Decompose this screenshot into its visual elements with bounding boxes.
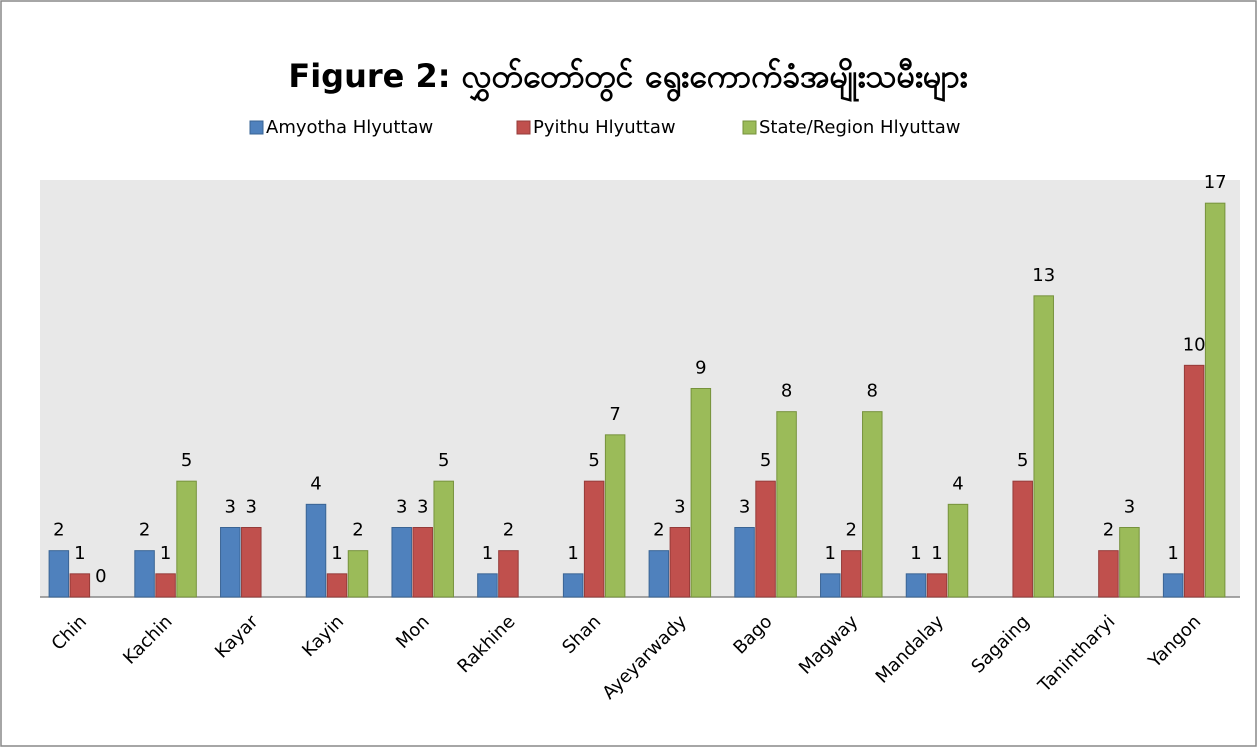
bar [734, 527, 755, 598]
bar [391, 527, 412, 598]
bar [1119, 527, 1140, 598]
bar [648, 550, 670, 598]
data-label: 4 [310, 473, 321, 494]
bar [1098, 550, 1119, 598]
bar [48, 550, 70, 598]
legend-swatch [516, 120, 531, 135]
bar [947, 503, 969, 598]
bar [1204, 202, 1226, 598]
bar [305, 503, 327, 598]
data-label: 5 [181, 450, 192, 471]
data-label: 3 [246, 497, 257, 518]
data-label: 0 [95, 566, 106, 587]
bar [241, 527, 262, 598]
data-label: 3 [1124, 497, 1135, 518]
data-label: 2 [1103, 520, 1114, 541]
bar [347, 550, 369, 598]
data-label: 5 [760, 450, 771, 471]
bar [412, 527, 433, 598]
legend-label: State/Region Hlyuttaw [759, 117, 961, 138]
data-label: 3 [674, 497, 685, 518]
bar [862, 411, 883, 598]
data-label: 1 [910, 543, 921, 564]
data-label: 1 [567, 543, 578, 564]
chart-title: Figure 2: လွှတ်တော်တွင် ရွေးကောက်ခံအမျို… [288, 57, 967, 102]
data-label: 10 [1183, 334, 1206, 355]
data-label: 5 [1017, 450, 1028, 471]
bar [1012, 480, 1033, 598]
data-label: 1 [482, 543, 493, 564]
data-label: 13 [1032, 265, 1055, 286]
bar [498, 550, 519, 598]
bar [604, 434, 626, 598]
data-label: 2 [503, 520, 514, 541]
data-label: 17 [1204, 172, 1227, 193]
bar [690, 388, 712, 598]
bar [220, 527, 241, 598]
bar [326, 573, 348, 598]
data-label: 2 [846, 520, 857, 541]
plot-area [40, 180, 1240, 597]
data-label: 5 [588, 450, 599, 471]
data-label: 1 [1167, 543, 1178, 564]
data-label: 8 [781, 381, 792, 402]
bar [1162, 573, 1184, 598]
data-label: 1 [331, 543, 342, 564]
bar [926, 573, 948, 598]
bar [583, 480, 605, 598]
legend-swatch [249, 120, 264, 135]
bar [134, 550, 155, 598]
legend-label: Amyotha Hlyuttaw [266, 117, 433, 138]
bar [669, 527, 691, 598]
bar [155, 573, 176, 598]
bar [477, 573, 498, 598]
data-label: 2 [653, 520, 664, 541]
data-label: 4 [952, 473, 963, 494]
data-label: 3 [417, 497, 428, 518]
bar [1183, 364, 1205, 598]
data-label: 2 [139, 520, 150, 541]
bar [841, 550, 862, 598]
bar [755, 480, 776, 598]
bar [820, 573, 841, 598]
data-label: 3 [739, 497, 750, 518]
bar [176, 480, 197, 598]
bar [433, 480, 454, 598]
data-label: 1 [160, 543, 171, 564]
data-label: 2 [53, 520, 64, 541]
data-label: 1 [74, 543, 85, 564]
data-label: 1 [931, 543, 942, 564]
data-label: 5 [438, 450, 449, 471]
legend-label: Pyithu Hlyuttaw [533, 117, 676, 138]
bar [905, 573, 927, 598]
data-label: 3 [396, 497, 407, 518]
data-label: 3 [225, 497, 236, 518]
legend-swatch [742, 120, 757, 135]
bar [1033, 295, 1054, 598]
data-label: 9 [695, 358, 706, 379]
data-label: 1 [825, 543, 836, 564]
bar [776, 411, 797, 598]
bar [562, 573, 584, 598]
data-label: 8 [867, 381, 878, 402]
bar [69, 573, 91, 598]
data-label: 2 [352, 520, 363, 541]
data-label: 7 [609, 404, 620, 425]
